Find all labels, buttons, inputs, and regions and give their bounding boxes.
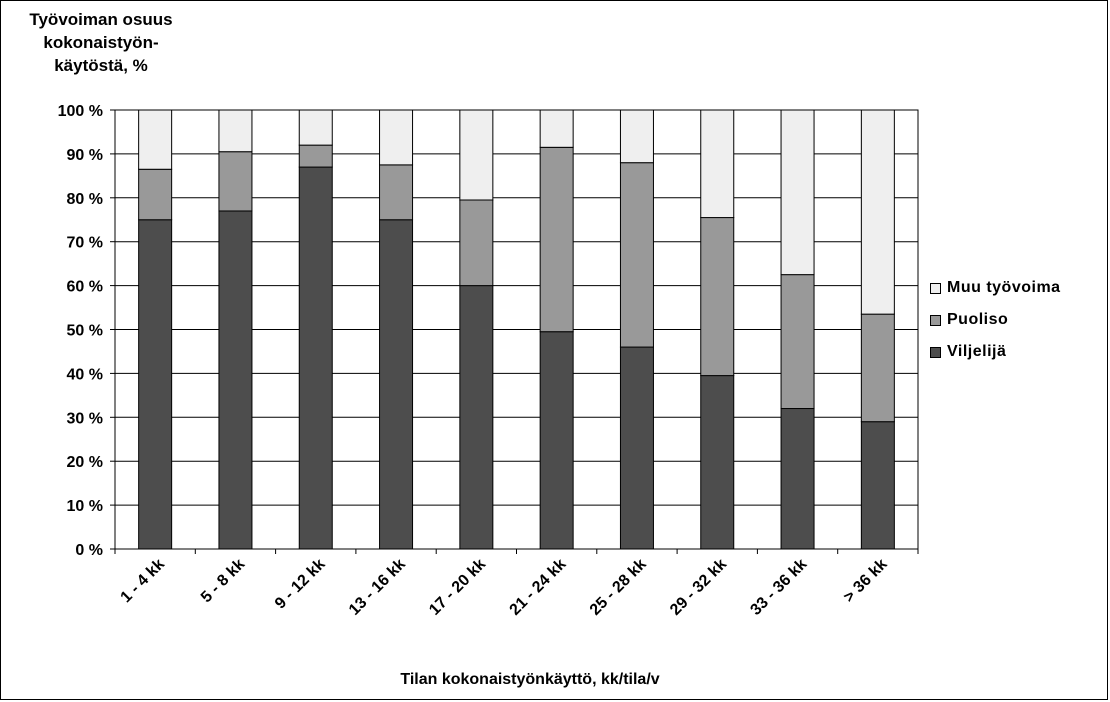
y-tick-label: 80 % [67, 191, 103, 208]
bar-puoliso [700, 217, 735, 377]
y-axis-title: Työvoiman osuus kokonaistyön- käytöstä, … [6, 8, 196, 77]
y-axis-title-line-1: Työvoiman osuus [29, 10, 173, 29]
legend: Muu työvoima Puoliso Viljelijä [930, 272, 1061, 368]
x-tick-label: 13 - 16 kk [346, 556, 409, 619]
y-tick-label: 10 % [67, 498, 103, 515]
x-tick-label: 9 - 12 kk [272, 556, 329, 613]
bar-muu-ty-voima [539, 109, 574, 148]
x-tick-label: 21 - 24 kk [507, 556, 570, 619]
y-tick-label: 50 % [67, 323, 103, 340]
y-tick-label: 40 % [67, 366, 103, 383]
bar-puoliso [459, 199, 494, 287]
bar-muu-ty-voima [379, 109, 414, 166]
y-tick-label: 0 % [75, 542, 103, 559]
x-tick-label: > 36 kk [841, 556, 891, 606]
x-tick-label: 33 - 36 kk [747, 556, 810, 619]
y-tick-label: 60 % [67, 279, 103, 296]
legend-swatch-puoliso [930, 314, 941, 326]
y-tick-label: 70 % [67, 235, 103, 252]
bar-viljelij- [539, 331, 574, 550]
bar-puoliso [619, 162, 654, 348]
bar-viljelij- [700, 375, 735, 550]
bar-viljelij- [860, 421, 895, 550]
y-axis-title-line-3: käytöstä, % [54, 56, 148, 75]
bar-muu-ty-voima [298, 109, 333, 146]
bar-viljelij- [218, 210, 253, 550]
legend-item-muu-tyovoima: Muu työvoima [930, 272, 1061, 304]
bar-viljelij- [459, 285, 494, 550]
bar-puoliso [218, 151, 253, 212]
bar-viljelij- [138, 219, 173, 550]
bar-puoliso [780, 274, 815, 410]
legend-swatch-viljelija [930, 346, 941, 358]
legend-swatch-muu-tyovoima [930, 282, 941, 294]
x-tick-label: 29 - 32 kk [667, 556, 730, 619]
legend-item-viljelija: Viljelijä [930, 336, 1061, 368]
bar-muu-ty-voima [138, 109, 173, 170]
bar-muu-ty-voima [218, 109, 253, 153]
bar-puoliso [379, 164, 414, 221]
y-tick-label: 100 % [58, 103, 103, 120]
x-tick-label: 17 - 20 kk [426, 556, 489, 619]
x-tick-label: 25 - 28 kk [587, 556, 650, 619]
bar-puoliso [138, 168, 173, 221]
bar-muu-ty-voima [700, 109, 735, 219]
legend-label-puoliso: Puoliso [947, 311, 1009, 328]
x-axis-title: Tilan kokonaistyönkäyttö, kk/tila/v [400, 671, 660, 688]
bar-viljelij- [780, 408, 815, 550]
y-tick-label: 20 % [67, 454, 103, 471]
bar-puoliso [860, 313, 895, 423]
legend-label-viljelija: Viljelijä [947, 343, 1007, 360]
x-tick-label: 1 - 4 kk [118, 556, 168, 606]
bar-viljelij- [619, 346, 654, 550]
y-tick-label: 90 % [67, 147, 103, 164]
bar-puoliso [298, 144, 333, 168]
legend-label-muu-tyovoima: Muu työvoima [947, 279, 1061, 296]
x-tick-label: 5 - 8 kk [198, 556, 248, 606]
bar-muu-ty-voima [780, 109, 815, 276]
bar-muu-ty-voima [619, 109, 654, 164]
y-tick-label: 30 % [67, 410, 103, 427]
y-axis-title-line-2: kokonaistyön- [43, 33, 159, 52]
bar-muu-ty-voima [459, 109, 494, 201]
bar-viljelij- [298, 166, 333, 550]
bar-puoliso [539, 146, 574, 333]
legend-item-puoliso: Puoliso [930, 304, 1061, 336]
bar-viljelij- [379, 219, 414, 550]
bar-muu-ty-voima [860, 109, 895, 315]
